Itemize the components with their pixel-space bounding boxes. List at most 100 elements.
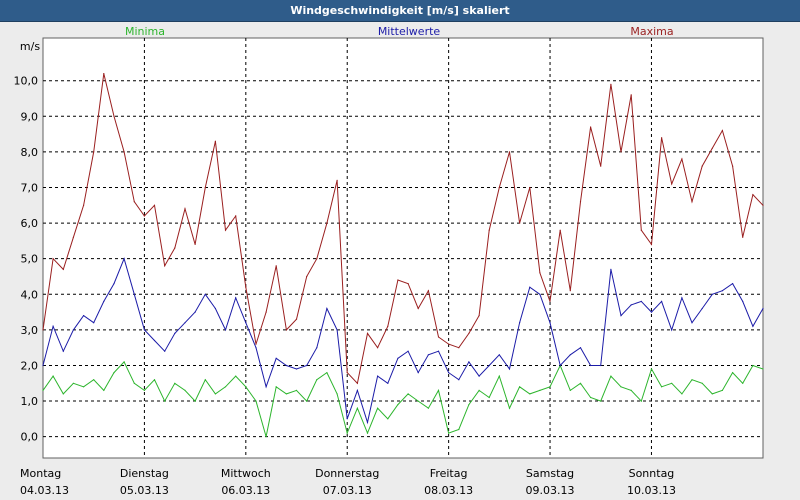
- y-tick-label: 10,0: [14, 75, 39, 88]
- data-point-maxima: [569, 290, 571, 292]
- data-point-minima: [448, 432, 450, 434]
- data-point-minima: [468, 404, 470, 406]
- data-point-maxima: [681, 158, 683, 160]
- data-point-mittelwerte: [640, 300, 642, 302]
- data-point-minima: [752, 364, 754, 367]
- y-axis-unit: m/s: [20, 40, 40, 53]
- data-point-minima: [377, 407, 379, 409]
- data-point-minima: [174, 382, 176, 384]
- data-point-mittelwerte: [498, 354, 500, 356]
- data-point-minima: [742, 382, 744, 384]
- data-point-maxima: [295, 318, 298, 320]
- data-point-maxima: [93, 151, 95, 153]
- data-point-mittelwerte: [346, 418, 348, 420]
- data-point-minima: [113, 372, 115, 374]
- data-point-maxima: [661, 137, 663, 139]
- data-point-minima: [650, 368, 653, 370]
- chart-title: Windgeschwindigkeit [m/s] skaliert: [290, 4, 510, 17]
- data-point-mittelwerte: [458, 379, 460, 381]
- data-point-minima: [387, 418, 389, 420]
- data-point-maxima: [103, 73, 105, 75]
- x-tick-date: 10.03.13: [627, 484, 676, 497]
- data-point-mittelwerte: [103, 300, 105, 302]
- data-point-mittelwerte: [650, 311, 653, 313]
- data-point-mittelwerte: [52, 325, 54, 327]
- data-point-mittelwerte: [397, 357, 399, 359]
- data-point-maxima: [164, 265, 166, 267]
- data-point-minima: [569, 389, 571, 391]
- y-tick-label: 3,0: [21, 324, 39, 337]
- data-point-mittelwerte: [579, 347, 582, 349]
- data-point-maxima: [194, 243, 196, 245]
- data-point-minima: [681, 393, 683, 395]
- x-tick-day: Mittwoch: [221, 467, 271, 480]
- data-point-minima: [579, 382, 582, 384]
- x-tick-date: 09.03.13: [526, 484, 575, 497]
- data-point-maxima: [417, 307, 419, 310]
- data-point-mittelwerte: [316, 347, 318, 349]
- legend-mittelwerte: Mittelwerte: [378, 25, 441, 38]
- data-point-minima: [265, 436, 267, 438]
- data-point-mittelwerte: [539, 293, 541, 295]
- data-point-maxima: [174, 247, 176, 249]
- data-point-minima: [407, 393, 409, 395]
- data-point-maxima: [143, 215, 145, 217]
- data-point-minima: [143, 389, 145, 391]
- data-point-maxima: [356, 382, 358, 384]
- data-point-minima: [52, 375, 54, 377]
- legend-maxima: Maxima: [630, 25, 673, 38]
- data-point-mittelwerte: [427, 354, 429, 356]
- legend: Minima Mittelwerte Maxima: [125, 25, 674, 38]
- x-tick-day: Dienstag: [120, 467, 169, 480]
- data-point-maxima: [255, 343, 257, 345]
- data-point-maxima: [275, 265, 277, 267]
- data-point-maxima: [346, 372, 348, 374]
- data-point-maxima: [488, 229, 490, 231]
- data-point-mittelwerte: [417, 372, 419, 374]
- data-point-minima: [83, 386, 85, 388]
- data-point-mittelwerte: [488, 364, 490, 367]
- data-point-minima: [133, 382, 135, 384]
- data-point-mittelwerte: [701, 307, 703, 310]
- data-point-minima: [508, 407, 511, 409]
- data-point-minima: [295, 389, 298, 391]
- data-point-mittelwerte: [204, 293, 206, 295]
- data-point-maxima: [306, 275, 308, 278]
- data-point-mittelwerte: [356, 389, 358, 391]
- data-point-mittelwerte: [123, 258, 125, 260]
- y-tick-label: 5,0: [21, 253, 39, 266]
- data-point-minima: [123, 361, 125, 363]
- data-point-maxima: [427, 290, 429, 292]
- data-point-maxima: [508, 151, 511, 153]
- series-line-minima: [42, 361, 764, 437]
- data-point-mittelwerte: [661, 300, 663, 302]
- data-point-maxima: [235, 215, 237, 217]
- data-point-mittelwerte: [752, 325, 754, 327]
- series-layer: [42, 73, 764, 438]
- data-point-minima: [397, 404, 399, 406]
- data-point-mittelwerte: [194, 311, 196, 313]
- data-point-minima: [630, 389, 632, 391]
- window-title-bar: Windgeschwindigkeit [m/s] skaliert: [0, 0, 800, 22]
- data-point-mittelwerte: [326, 307, 328, 310]
- x-tick-day: Freitag: [430, 467, 468, 480]
- data-point-mittelwerte: [62, 350, 64, 352]
- data-point-mittelwerte: [245, 322, 247, 324]
- data-point-mittelwerte: [285, 364, 287, 367]
- data-point-maxima: [498, 186, 500, 189]
- data-point-mittelwerte: [164, 350, 166, 352]
- y-tick-label: 1,0: [21, 395, 39, 408]
- data-point-minima: [285, 393, 287, 395]
- data-point-minima: [701, 382, 703, 384]
- data-point-mittelwerte: [184, 322, 186, 324]
- data-point-minima: [255, 400, 257, 402]
- data-point-mittelwerte: [508, 368, 511, 370]
- data-point-minima: [204, 379, 206, 381]
- data-point-maxima: [437, 336, 440, 338]
- data-point-maxima: [630, 94, 632, 96]
- data-point-mittelwerte: [83, 315, 85, 317]
- data-point-maxima: [184, 208, 186, 210]
- data-point-minima: [42, 389, 44, 391]
- data-point-maxima: [62, 268, 64, 270]
- data-point-maxima: [72, 236, 74, 238]
